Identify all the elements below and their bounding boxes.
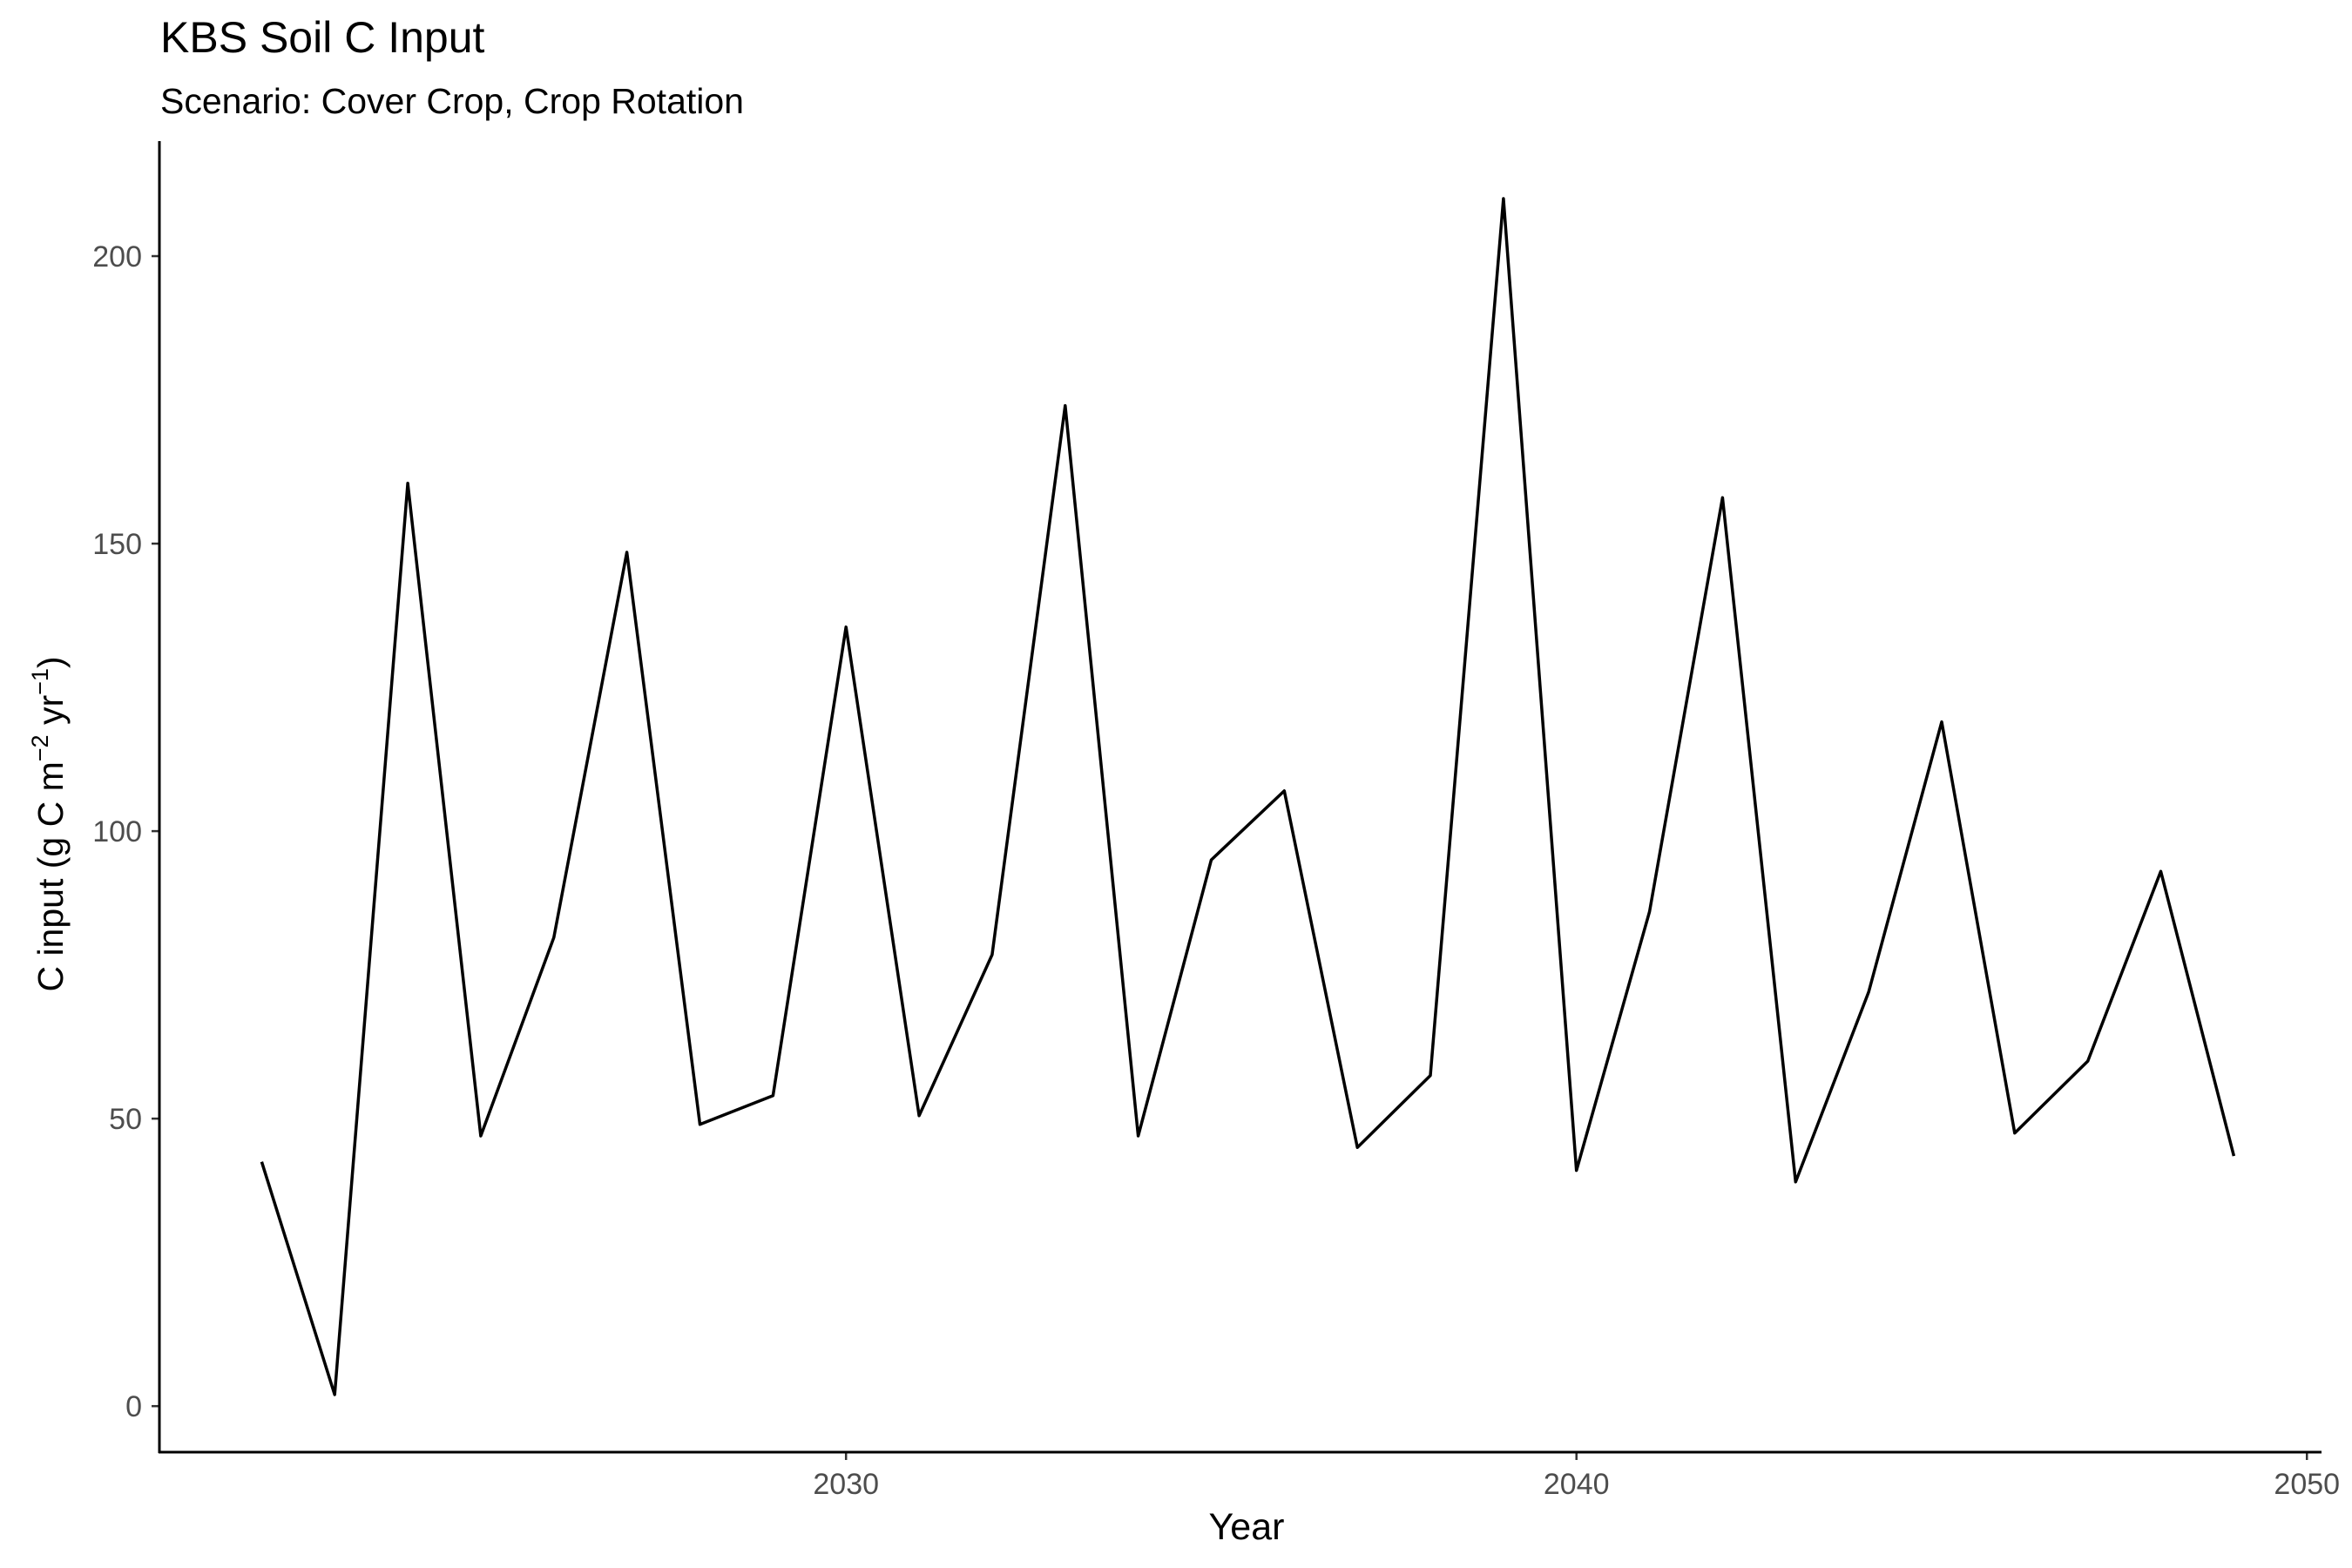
chart-subtitle: Scenario: Cover Crop, Crop Rotation <box>160 81 744 121</box>
x-tick-label: 2050 <box>2274 1468 2340 1501</box>
y-axis-label-end: ) <box>30 656 71 668</box>
y-tick-label: 0 <box>125 1390 142 1423</box>
x-tick-label: 2030 <box>813 1468 879 1501</box>
chart-title: KBS Soil C Input <box>160 13 485 62</box>
y-axis-label-sup2: −1 <box>27 668 53 695</box>
y-axis-label: C input (g C m−2 yr−1) <box>27 656 71 991</box>
y-tick-label: 200 <box>92 240 142 274</box>
y-axis-ticks: 0 50 100 150 200 <box>92 240 159 1423</box>
x-axis-label: Year <box>1209 1506 1285 1548</box>
series-line <box>260 197 2236 1396</box>
y-axis-label-sup1: −2 <box>27 734 53 761</box>
y-axis-label-mid: yr <box>30 695 71 735</box>
y-tick-label: 100 <box>92 815 142 848</box>
x-tick-label: 2040 <box>1544 1468 1610 1501</box>
y-tick-label: 150 <box>92 528 142 561</box>
y-axis-label-main: C input (g C m <box>30 761 71 991</box>
y-tick-label: 50 <box>109 1103 142 1136</box>
series-layer <box>260 197 2236 1396</box>
